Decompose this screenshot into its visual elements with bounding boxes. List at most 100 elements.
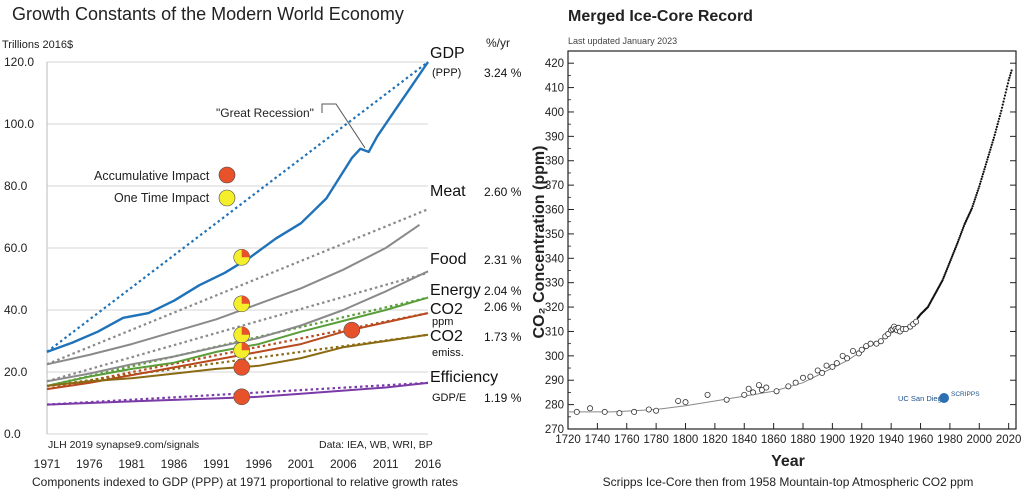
right-x-tick-label: 1720: [555, 434, 581, 446]
left-chart-title: Growth Constants of the Modern World Eco…: [12, 4, 404, 24]
series-rate-1: 2.60 %: [484, 185, 522, 199]
series-label-2: Food: [430, 251, 466, 268]
accumulative-impact-marker: [233, 359, 251, 376]
ice-core-point: [873, 340, 880, 347]
series-line-1: [46, 223, 421, 366]
ice-core-point: [785, 383, 792, 390]
left-y-tick-label: 40.0: [4, 303, 28, 317]
ice-core-point: [616, 410, 623, 417]
atmospheric-point: [952, 251, 955, 254]
atmospheric-point: [971, 205, 974, 208]
ice-core-point: [839, 352, 846, 359]
ice-core-point: [814, 367, 821, 374]
atmospheric-point: [975, 191, 979, 195]
right-x-tick-label: 1740: [585, 434, 611, 446]
atmospheric-point: [1001, 103, 1004, 106]
ice-core-point: [823, 362, 830, 369]
accumulative-legend-label: Accumulative Impact: [94, 169, 210, 183]
atmospheric-point: [1009, 71, 1012, 75]
atmospheric-point: [945, 269, 948, 273]
ice-core-point: [645, 406, 652, 413]
atmospheric-point: [998, 115, 1001, 118]
growth-constants-chart: Growth Constants of the Modern World Eco…: [2, 4, 522, 489]
atmospheric-point: [959, 234, 962, 237]
atmospheric-point: [1005, 88, 1008, 91]
right-x-tick-label: 1900: [820, 434, 846, 446]
atmospheric-point: [973, 198, 976, 201]
atmospheric-point: [947, 264, 950, 267]
atmospheric-point: [993, 133, 996, 136]
right-x-tick-label: 1760: [614, 434, 640, 446]
ice-core-point: [601, 408, 608, 415]
right-y-tick-label: 360: [545, 205, 564, 217]
right-x-tick-label: 1980: [937, 434, 963, 446]
atmospheric-point: [1007, 79, 1010, 82]
right-x-axis-label: Year: [771, 453, 805, 470]
left-credit: JLH 2019 synapse9.com/signals: [48, 439, 199, 451]
atmospheric-point: [942, 277, 945, 280]
atmospheric-point: [980, 177, 983, 181]
right-y-tick-label: 400: [545, 107, 564, 119]
ice-core-point: [792, 379, 799, 386]
right-x-tick-label: 1920: [849, 434, 875, 446]
atmospheric-point: [951, 255, 954, 258]
atmospheric-point: [982, 170, 985, 173]
ice-core-point: [763, 384, 770, 391]
atmospheric-point: [972, 202, 975, 206]
right-x-tick-label: 1820: [702, 434, 728, 446]
one-time-impact-wedge: [241, 249, 250, 258]
atmospheric-point: [1003, 97, 1006, 100]
trend-line-2: [46, 271, 429, 383]
left-x-tick-label: 1981: [118, 457, 145, 471]
ice-core-point: [653, 407, 660, 414]
series-label-1: Meat: [430, 183, 466, 200]
atmospheric-point: [948, 262, 951, 265]
ice-core-point: [755, 382, 762, 389]
atmospheric-point: [1006, 85, 1009, 88]
ice-core-point: [833, 360, 840, 367]
atmospheric-point: [1006, 82, 1010, 85]
ice-core-point: [819, 369, 826, 376]
ice-core-point: [587, 405, 594, 412]
atmospheric-point: [950, 257, 953, 260]
atmospheric-point: [953, 248, 957, 251]
atmospheric-point: [985, 160, 988, 164]
left-x-tick-label: 2006: [330, 457, 357, 471]
atmospheric-point: [959, 232, 963, 236]
left-x-tick-label: 2011: [373, 457, 399, 471]
left-x-tick-label: 2001: [288, 457, 315, 471]
series-label-5: CO2: [430, 328, 463, 345]
atmospheric-point: [983, 168, 986, 171]
one-time-legend-label: One Time Impact: [114, 191, 210, 205]
ice-core-point: [573, 408, 580, 415]
ice-core-point: [758, 386, 765, 393]
atmospheric-point: [943, 273, 946, 276]
atmospheric-point: [979, 180, 982, 183]
left-y-tick-label: 80.0: [4, 179, 28, 193]
atmospheric-point: [1004, 91, 1007, 94]
atmospheric-point: [978, 185, 981, 188]
atmospheric-point: [992, 136, 996, 139]
atmospheric-point: [977, 187, 980, 190]
left-y-axis-label: Trillions 2016$: [2, 39, 73, 51]
ice-core-point: [913, 318, 920, 325]
ice-core-point: [741, 391, 748, 398]
atmospheric-point: [973, 200, 976, 203]
series-rate-4: 2.06 %: [484, 300, 522, 314]
atmospheric-point: [978, 182, 982, 186]
right-y-tick-label: 310: [545, 326, 564, 338]
atmospheric-point: [976, 189, 979, 192]
ice-core-point: [807, 373, 814, 380]
one-time-impact-wedge: [241, 295, 250, 304]
atmospheric-point: [948, 260, 952, 264]
atmospheric-point: [986, 155, 990, 159]
left-x-tick-label: 1976: [76, 457, 103, 471]
one-time-impact-wedge: [241, 326, 250, 335]
right-chart-subtitle: Last updated January 2023: [568, 36, 677, 46]
accumulative-legend-marker: [218, 166, 236, 184]
atmospheric-point: [942, 275, 946, 278]
right-y-tick-label: 350: [545, 229, 564, 241]
atmospheric-point: [954, 246, 957, 249]
